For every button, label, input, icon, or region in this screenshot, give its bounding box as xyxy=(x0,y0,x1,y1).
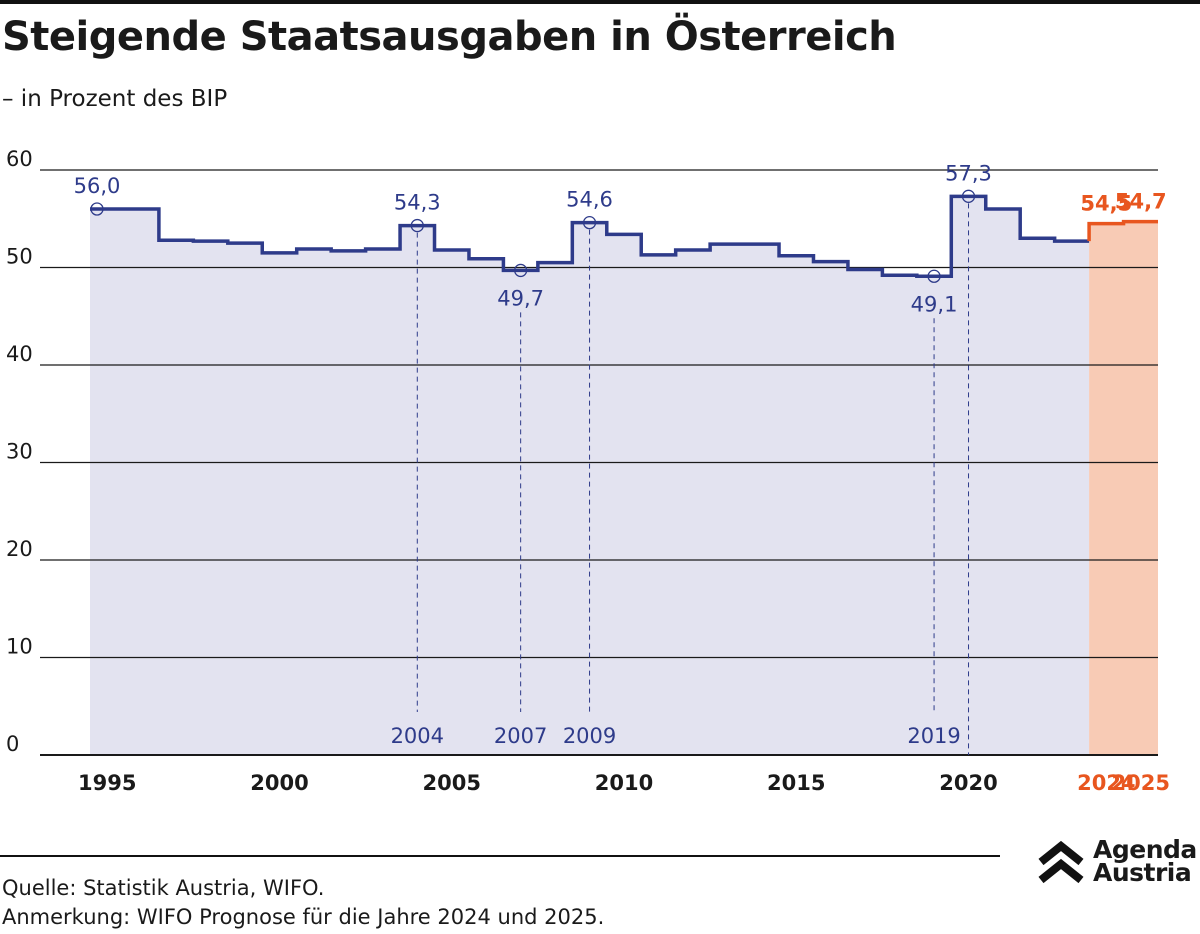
agenda-austria-logo: Agenda Austria xyxy=(1037,835,1200,888)
value-label: 49,7 xyxy=(497,286,544,310)
x-tick-label: 2025 xyxy=(1112,771,1170,795)
source-note: Quelle: Statistik Austria, WIFO. xyxy=(2,876,325,900)
forecast-value-label: 54,5 xyxy=(1080,192,1132,216)
value-label: 49,1 xyxy=(911,292,958,316)
y-tick-label: 40 xyxy=(6,342,33,366)
x-tick-label: 2005 xyxy=(423,771,481,795)
y-tick-label: 60 xyxy=(6,147,33,171)
x-tick-label: 2010 xyxy=(595,771,653,795)
remark-note: Anmerkung: WIFO Prognose für die Jahre 2… xyxy=(2,905,605,929)
series-line-forecast xyxy=(1087,219,1158,242)
value-label: 56,0 xyxy=(74,174,121,198)
double-chevron-up-icon xyxy=(1038,840,1084,884)
logo-line-1: Agenda xyxy=(1093,835,1197,864)
dashed-markers xyxy=(416,203,970,755)
x-tick-label: 2000 xyxy=(250,771,308,795)
x-tick-label: 1995 xyxy=(78,771,136,795)
x-tick-label: 2024 xyxy=(1077,771,1135,795)
step-line-chart: 0 10 20 30 40 50 60 1995 2000 2005 2010 2015 2020 202… xyxy=(6,147,1170,795)
y-tick-label: 10 xyxy=(6,635,33,659)
value-label: 57,3 xyxy=(945,161,992,185)
area-forecast xyxy=(1089,221,1158,756)
x-tick-label: 2015 xyxy=(767,771,825,795)
labels: 0 10 20 30 40 50 60 1995 2000 2005 2010 2015 2020 202… xyxy=(6,147,1170,795)
forecast-value-label: 54,7 xyxy=(1115,190,1167,214)
year-marker-label: 2019 xyxy=(907,724,960,748)
areas xyxy=(90,196,1158,756)
y-tick-label: 20 xyxy=(6,537,33,561)
footer-rule xyxy=(0,855,1000,857)
y-tick-label: 30 xyxy=(6,440,33,464)
year-marker-label: 2007 xyxy=(494,724,547,748)
year-marker-label: 2009 xyxy=(563,724,616,748)
chart-subtitle: – in Prozent des BIP xyxy=(2,86,228,112)
year-marker-label: 2004 xyxy=(391,724,444,748)
logo-line-2: Austria xyxy=(1093,858,1192,887)
value-label: 54,6 xyxy=(566,188,613,212)
chart-title: Steigende Staatsausgaben in Österreich xyxy=(2,14,897,60)
value-label: 54,3 xyxy=(394,191,441,215)
top-rule xyxy=(0,0,1200,4)
y-tick-label: 50 xyxy=(6,245,33,269)
gridlines xyxy=(40,169,1158,756)
point-markers xyxy=(90,189,976,283)
x-tick-label: 2020 xyxy=(939,771,997,795)
y-tick-label: 0 xyxy=(6,732,19,756)
